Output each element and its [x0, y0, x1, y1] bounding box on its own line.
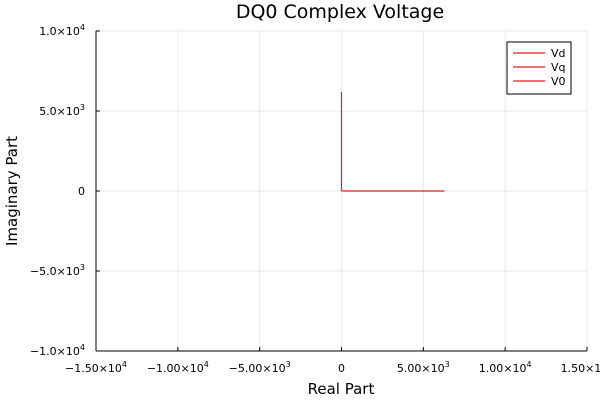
y-tick-label: −1.0×104 [30, 343, 85, 358]
x-tick-label: 0 [338, 362, 345, 375]
x-tick-label: 1.50×104 [561, 360, 600, 375]
y-tick-label: 0 [78, 185, 85, 198]
legend-label: Vq [551, 61, 566, 74]
y-tick-label: 5.0×103 [39, 103, 85, 118]
y-axis-label: Imaginary Part [3, 136, 21, 246]
y-tick-labels: 1.0×104 5.0×103 0 −5.0×103 −1.0×104 [30, 23, 100, 358]
x-tick-label: −1.50×104 [65, 360, 127, 375]
legend-label: V0 [551, 75, 566, 88]
x-tick-label: 1.00×104 [479, 360, 532, 375]
series-group [340, 91, 445, 192]
chart-title: DQ0 Complex Voltage [236, 1, 444, 23]
legend-box [506, 41, 572, 95]
legend-label: Vd [551, 47, 566, 60]
x-tick-label: −5.00×103 [229, 360, 291, 375]
x-tick-label: 5.00×103 [397, 360, 450, 375]
y-tick-label: 1.0×104 [39, 23, 85, 38]
x-axis-label: Real Part [308, 380, 375, 398]
y-tick-label: −5.0×103 [30, 263, 85, 278]
x-tick-label: −1.00×104 [147, 360, 209, 375]
x-tick-labels: −1.50×104 −1.00×104 −5.00×103 0 5.00×103 1.00… [65, 347, 600, 375]
